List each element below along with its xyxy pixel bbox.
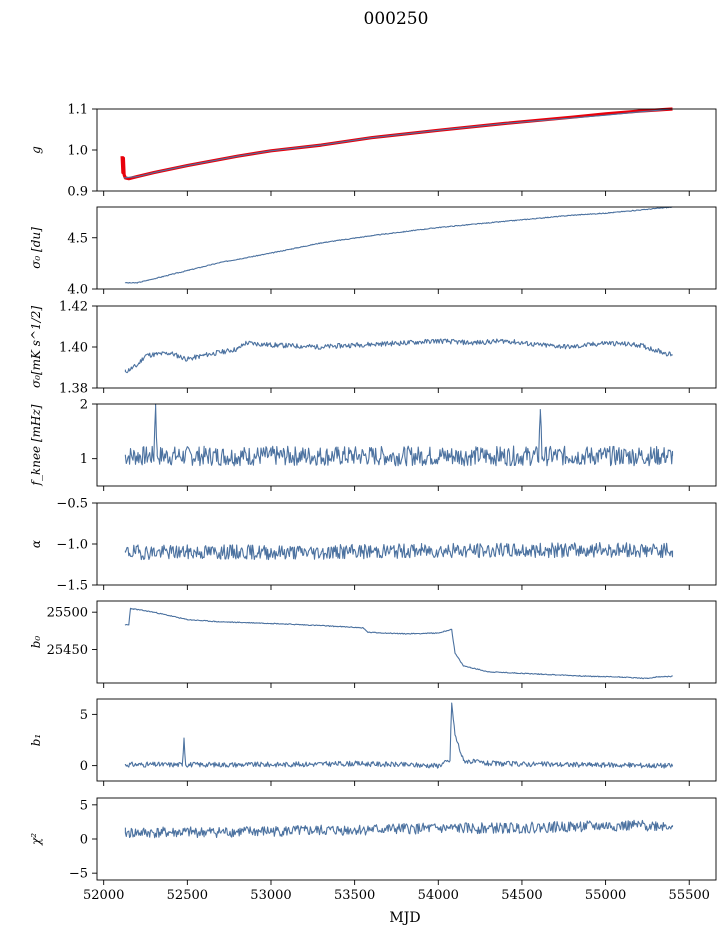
y-tick-label: 4.5 — [67, 231, 88, 246]
series-g-smooth — [123, 108, 673, 179]
panel-b1: 0 5 b₁ — [29, 698, 717, 786]
series-b0 — [124, 607, 674, 680]
y-tick-label: 1.38 — [59, 382, 88, 397]
y-tick-label: −0.5 — [56, 497, 88, 512]
axes-frame — [96, 698, 717, 782]
y-tick-label: 25500 — [47, 606, 88, 621]
axes-frame — [96, 502, 717, 586]
series-chi2 — [124, 819, 674, 839]
y-axis-label: χ² — [29, 833, 43, 846]
x-axis-label: MJD — [389, 910, 420, 926]
y-tick-label: 0 — [80, 759, 88, 774]
figure-title: 000250 — [364, 9, 429, 29]
axes-frame — [96, 797, 717, 881]
y-axis-label: σ₀ [du] — [29, 227, 43, 269]
axes-frame — [96, 600, 717, 684]
panel-sigma0-mk: 1.38 1.40 1.42 σ₀[mK s^1/2] — [29, 300, 717, 397]
panel-sigma0-du: 4.0 4.5 σ₀ [du] — [29, 206, 717, 298]
y-axis-label: σ₀[mK s^1/2] — [29, 306, 43, 388]
axes-frame — [96, 403, 717, 487]
series-sigma0_du — [124, 206, 673, 284]
panel-fknee: 1 2 f_knee [mHz] — [29, 398, 717, 491]
y-tick-label: 1.40 — [59, 341, 88, 356]
y-tick-label: 1.0 — [67, 144, 88, 159]
x-tick-label: 55500 — [669, 888, 710, 903]
y-tick-label: 0.9 — [67, 185, 88, 200]
x-tick-label: 53000 — [250, 888, 291, 903]
y-tick-label: −1.5 — [56, 579, 88, 594]
y-tick-label: 5 — [80, 798, 88, 813]
y-tick-label: 1.42 — [59, 300, 88, 315]
panel-chi2: −5 0 5 52000 52500 53000 53500 54000 54500 55000 5… — [29, 797, 717, 903]
y-axis-label: b₀ — [29, 636, 43, 649]
y-axis-label: f_knee [mHz] — [29, 404, 43, 486]
panel-b0: 25450 25500 b₀ — [29, 600, 717, 688]
y-tick-label: 4.0 — [67, 283, 88, 298]
y-tick-label: 1.1 — [67, 103, 88, 118]
x-tick-label: 54000 — [418, 888, 459, 903]
axes-frame — [96, 206, 717, 290]
panel-g: 0.9 1.0 1.1 g — [29, 103, 717, 200]
x-tick-label: 53500 — [334, 888, 375, 903]
y-tick-label: −1.0 — [56, 538, 88, 553]
series-alpha — [124, 541, 674, 561]
axes-frame — [96, 108, 717, 192]
x-tick-label: 54500 — [501, 888, 542, 903]
x-tick-label: 52000 — [83, 888, 124, 903]
panel-alpha: −1.5 −1.0 −0.5 α — [29, 497, 717, 594]
y-tick-label: −5 — [69, 867, 88, 882]
series-fknee — [124, 403, 674, 467]
y-tick-label: 2 — [80, 398, 88, 413]
x-tick-label: 55000 — [585, 888, 626, 903]
axes-frame — [96, 305, 717, 389]
y-tick-label: 1 — [80, 452, 88, 467]
x-tick-label: 52500 — [167, 888, 208, 903]
y-axis-label: α — [29, 540, 43, 548]
y-axis-label: g — [29, 146, 43, 154]
series-b1 — [124, 702, 674, 769]
y-tick-label: 5 — [80, 708, 88, 723]
series-sigma0_mK — [124, 338, 674, 374]
y-tick-label: 25450 — [47, 643, 88, 658]
y-tick-label: 0 — [80, 833, 88, 848]
y-axis-label: b₁ — [29, 734, 43, 747]
series-g — [120, 107, 673, 181]
